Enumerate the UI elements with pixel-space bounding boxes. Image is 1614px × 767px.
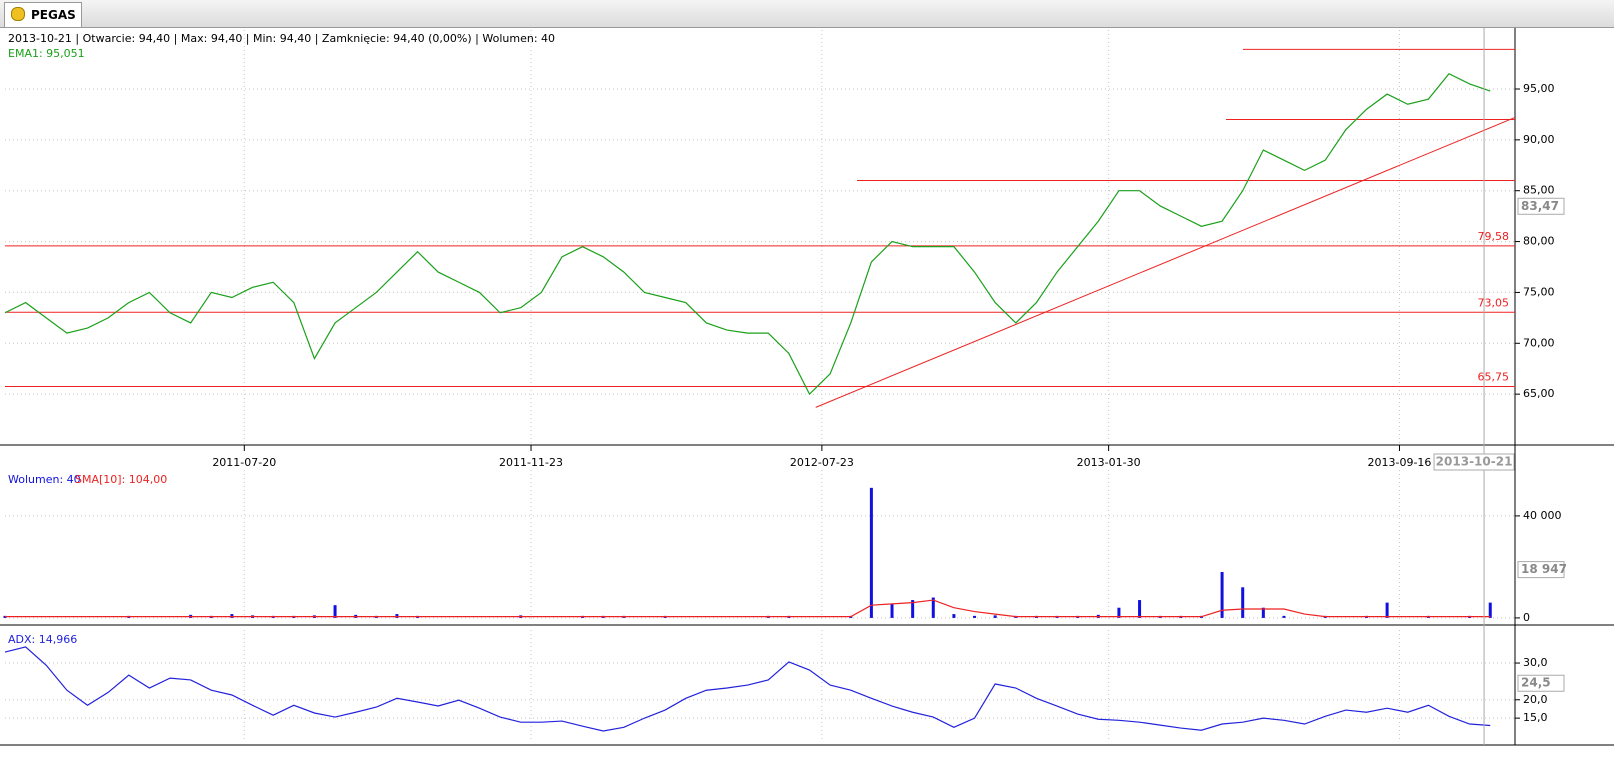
volume-bar (911, 600, 915, 618)
volume-bar (973, 615, 977, 618)
y-tick-label: 95,00 (1523, 82, 1555, 95)
volume-bar (869, 487, 873, 618)
volume-bar (395, 614, 399, 618)
x-tick-label: 2013-09-16 (1368, 456, 1432, 469)
volume-bar (1488, 602, 1492, 618)
volume-bar (890, 603, 894, 618)
chart: 2011-07-20 2011-11-23 2012-07-23 2013-01-30… (0, 28, 1614, 746)
y-tick-label: 15,0 (1523, 711, 1548, 724)
x-tick-label: 2011-11-23 (499, 456, 563, 469)
cursor-box (1517, 561, 1565, 579)
y-tick-label: 85,00 (1523, 184, 1555, 197)
volume-bar (1138, 600, 1142, 618)
cursor-label: 24,5 (1521, 676, 1551, 690)
x-tick-label: 2012-07-23 (790, 456, 854, 469)
volume-bar (1220, 572, 1224, 618)
y-tick-label: 65,00 (1523, 387, 1555, 400)
cursor-box (1517, 197, 1565, 215)
level-label: 73,05 (1478, 296, 1510, 309)
series-line (5, 599, 1491, 618)
volume-bar (1117, 607, 1121, 618)
legend-label: EMA1: 95,051 (8, 47, 85, 60)
x-tick-label: 2013-01-30 (1077, 456, 1141, 469)
y-tick-label: 80,00 (1523, 235, 1555, 248)
y-tick-label: 70,00 (1523, 336, 1555, 349)
volume-bar (952, 614, 956, 618)
header: 2013-10-21 | Otwarcie: 94,40 | Max: 94,4… (8, 32, 555, 45)
level-label: 79,58 (1478, 230, 1510, 243)
y-tick-label: 30,0 (1523, 656, 1548, 669)
tab[interactable]: PEGAS (4, 2, 82, 27)
cursor-x-label: 2013-10-21 (1436, 455, 1513, 469)
volume-bar (931, 597, 935, 618)
y-tick-label: 20,0 (1523, 693, 1548, 706)
cursor-box (1517, 674, 1565, 692)
volume-bar (333, 605, 337, 618)
level-label: 65,75 (1478, 371, 1510, 384)
trend-line (815, 117, 1516, 408)
volume-bar (1261, 607, 1265, 618)
legend-label: Wolumen: 40 (8, 473, 81, 486)
volume-bar (230, 614, 234, 618)
legend-label: ADX: 14,966 (8, 633, 77, 646)
volume-bar (1241, 587, 1245, 618)
y-tick-label: 0 (1523, 611, 1530, 624)
x-tick-label: 2011-07-20 (212, 456, 276, 469)
legend-label: SMA[10]: 104,00 (75, 473, 167, 486)
cursor-label: 18 947 (1521, 562, 1567, 576)
volume-bar (1385, 602, 1389, 618)
tab-bar: PEGAS (0, 0, 1614, 28)
volume-bar (1282, 615, 1286, 618)
series-line (4, 72, 1491, 396)
cursor-label: 83,47 (1521, 199, 1559, 213)
volume-bar (993, 615, 997, 618)
y-tick-label: 75,00 (1523, 285, 1555, 298)
series-line (4, 646, 1491, 732)
tab-label: PEGAS (31, 8, 76, 22)
y-tick-label: 90,00 (1523, 133, 1555, 146)
y-tick-label: 40 000 (1523, 509, 1562, 522)
cursor-box (1433, 453, 1515, 471)
